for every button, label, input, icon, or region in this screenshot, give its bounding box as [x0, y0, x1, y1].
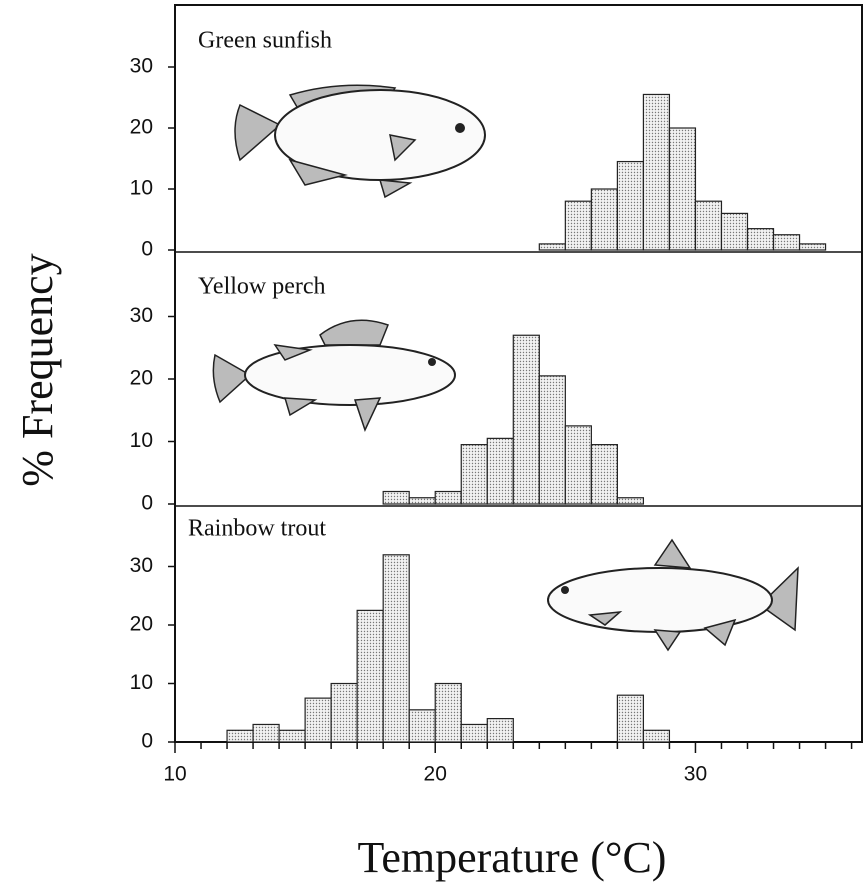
bar — [642, 93, 671, 251]
panel-title: Green sunfish — [198, 28, 332, 54]
bar — [460, 444, 488, 505]
bar — [408, 497, 436, 505]
bar — [356, 609, 384, 743]
x-tick-label: 10 — [163, 763, 186, 786]
bar — [564, 425, 592, 505]
bar — [616, 497, 645, 505]
bar — [694, 200, 723, 251]
y-tick-label: 0 — [141, 492, 153, 515]
y-tick-label: 20 — [130, 116, 153, 139]
y-tick-label: 30 — [130, 55, 153, 78]
y-tick-label: 0 — [141, 238, 153, 261]
bar — [772, 234, 801, 251]
bar — [434, 490, 462, 505]
bar — [226, 729, 254, 743]
x-tick-label: 20 — [424, 763, 447, 786]
y-tick-label: 0 — [141, 730, 153, 753]
bar — [746, 228, 775, 251]
bar — [512, 334, 540, 505]
bar — [304, 697, 332, 743]
bar — [486, 437, 514, 505]
bar — [278, 729, 306, 743]
y-tick-label: 20 — [130, 367, 153, 390]
bar — [330, 682, 358, 743]
bar — [408, 709, 436, 743]
x-axis-label: Temperature (°C) — [358, 833, 667, 882]
y-tick-label: 30 — [130, 304, 153, 327]
perch-illustration — [212, 319, 456, 433]
frame — [174, 4, 863, 743]
x-tick-label: 30 — [684, 763, 707, 786]
bar — [434, 682, 462, 743]
panel-title: Rainbow trout — [188, 516, 326, 542]
panel-title: Yellow perch — [198, 274, 326, 300]
y-tick-label: 30 — [130, 554, 153, 577]
bar — [486, 717, 514, 743]
bar — [564, 200, 592, 251]
sunfish-illustration — [234, 84, 486, 199]
bar — [616, 694, 645, 743]
bar — [382, 490, 410, 505]
y-tick-label: 10 — [130, 429, 153, 452]
bar — [642, 729, 671, 743]
y-tick-label: 10 — [130, 177, 153, 200]
bar — [460, 723, 488, 743]
y-tick-label: 10 — [130, 671, 153, 694]
bar — [538, 375, 566, 505]
bar — [798, 243, 827, 251]
y-tick-label: 20 — [130, 613, 153, 636]
bar — [538, 243, 566, 251]
bar — [590, 188, 618, 251]
bar — [382, 554, 410, 743]
bar — [252, 723, 280, 743]
bar — [720, 212, 749, 251]
trout-illustration — [547, 538, 799, 652]
bar — [668, 127, 697, 251]
bar — [616, 160, 645, 251]
bar — [590, 444, 618, 505]
y-axis-label: % Frequency — [13, 253, 62, 486]
